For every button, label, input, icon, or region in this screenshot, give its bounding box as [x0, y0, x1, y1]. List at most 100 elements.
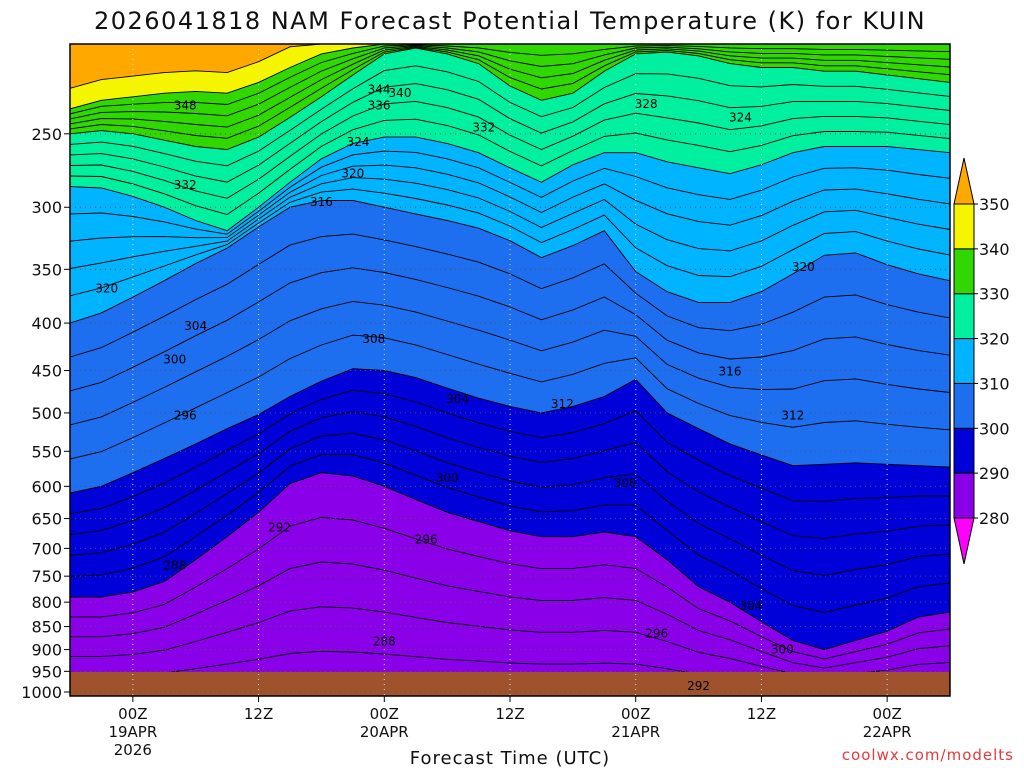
contour-label: 296	[174, 408, 197, 422]
contour-label: 288	[373, 634, 396, 648]
y-tick-label: 350	[31, 260, 62, 279]
isentrope-314	[70, 177, 950, 269]
isentrope-306	[70, 267, 950, 392]
isentrope-298	[70, 389, 950, 515]
colorbar-segment	[953, 472, 975, 519]
isentrope-294	[70, 432, 950, 576]
isentrope-312	[70, 188, 950, 297]
colorbar-label: 300	[979, 419, 1010, 438]
colorbar-segment	[953, 338, 975, 384]
contour-label: 304	[446, 392, 469, 406]
contour-label: 316	[719, 364, 742, 378]
contour-label: 312	[781, 408, 804, 422]
colorbar-label: 290	[979, 464, 1010, 483]
isentrope-302	[70, 334, 950, 460]
isentrope-292	[70, 453, 950, 613]
isentrope-296	[70, 411, 950, 539]
contour-label: 340	[389, 86, 412, 100]
colorbar-under-arrow	[953, 517, 975, 565]
contour-label: 324	[729, 110, 752, 124]
isentrope-330	[70, 47, 950, 151]
isentrope-336	[70, 45, 950, 120]
isentrope-320	[70, 136, 950, 232]
colorbar-segment	[953, 427, 975, 474]
colorbar-segment	[953, 382, 975, 429]
y-tick-label: 950	[31, 662, 62, 681]
x-tick-label: 12Z	[747, 705, 776, 723]
isentrope-286	[70, 561, 950, 669]
isentrope-304	[70, 300, 950, 426]
contour-label: 320	[792, 260, 815, 274]
contour-label: 344	[368, 83, 391, 97]
colorbar-segment	[953, 248, 975, 295]
x-tick-date: 21APR	[611, 723, 660, 741]
y-tick-label: 700	[31, 539, 62, 558]
isentrope-288	[70, 516, 950, 660]
contour-label: 296	[415, 533, 438, 547]
y-tick-label: 400	[31, 314, 62, 333]
y-tick-label: 600	[31, 477, 62, 496]
colorbar-segment	[953, 203, 975, 250]
y-tick-label: 850	[31, 618, 62, 637]
colorbar-label: 310	[979, 374, 1010, 393]
isentrope-340	[70, 44, 950, 110]
x-tick-date: 20APR	[360, 723, 409, 741]
contour-label: 328	[635, 97, 658, 111]
colorbar-over-arrow	[953, 157, 975, 205]
y-tick-label: 250	[31, 125, 62, 144]
contour-label: 348	[174, 98, 197, 112]
contour-label: 324	[347, 135, 370, 149]
contour-label: 304	[739, 599, 762, 613]
isentrope-328	[70, 65, 950, 167]
y-tick-label: 550	[31, 442, 62, 461]
isentrope-316	[70, 164, 950, 242]
contour-label: 336	[368, 98, 391, 112]
y-axis: 250 300 350 400 450 500 550 600 650 700 750 800 850 9…	[21, 125, 70, 702]
colorbar-label: 340	[979, 240, 1010, 259]
y-tick-label: 650	[31, 510, 62, 529]
x-tick-date: 22APR	[863, 723, 912, 741]
y-tick-label: 750	[31, 567, 62, 586]
x-tick-label: 00Z	[118, 705, 147, 723]
contour-label: 292	[687, 679, 710, 693]
contour-label: 308	[362, 332, 385, 346]
x-tick-label: 12Z	[244, 705, 273, 723]
isentrope-324	[70, 100, 950, 199]
contour-label: 296	[645, 627, 668, 641]
y-tick-label: 500	[31, 404, 62, 423]
credit-text: coolwx.com/modelts	[842, 746, 1014, 764]
colorbar-label: 330	[979, 285, 1010, 304]
x-tick-label: 12Z	[495, 705, 524, 723]
x-tick-label: 00Z	[872, 705, 901, 723]
y-tick-label: 1000	[21, 683, 62, 702]
colorbar-segment	[953, 293, 975, 340]
contour-label: 292	[268, 521, 291, 535]
isentrope-290	[70, 472, 950, 651]
isentrope-318	[70, 150, 950, 235]
colorbar-label: 320	[979, 330, 1010, 349]
contour-label: 300	[436, 471, 459, 485]
isentrope-326	[70, 83, 950, 183]
colorbar-label: 280	[979, 509, 1010, 528]
contour-label: 300	[771, 643, 794, 657]
isentrope-332	[70, 46, 950, 139]
contour-label: 312	[551, 397, 574, 411]
isentrope-350	[70, 44, 950, 89]
x-tick-year: 2026	[114, 741, 152, 759]
isentrope-322	[70, 118, 950, 215]
contour-label: 332	[174, 178, 197, 192]
isentrope-308	[70, 233, 950, 358]
y-tick-label: 800	[31, 593, 62, 612]
contour-label: 316	[310, 195, 333, 209]
isentrope-300	[70, 368, 950, 494]
y-tick-label: 900	[31, 641, 62, 660]
x-tick-label: 00Z	[370, 705, 399, 723]
x-tick-label: 00Z	[621, 705, 650, 723]
isentrope-310	[70, 200, 950, 324]
colorbar-label: 350	[979, 195, 1010, 214]
colorbar: 280 290 300 310 320 330 340 350	[953, 157, 1010, 565]
gridlines	[70, 44, 950, 696]
